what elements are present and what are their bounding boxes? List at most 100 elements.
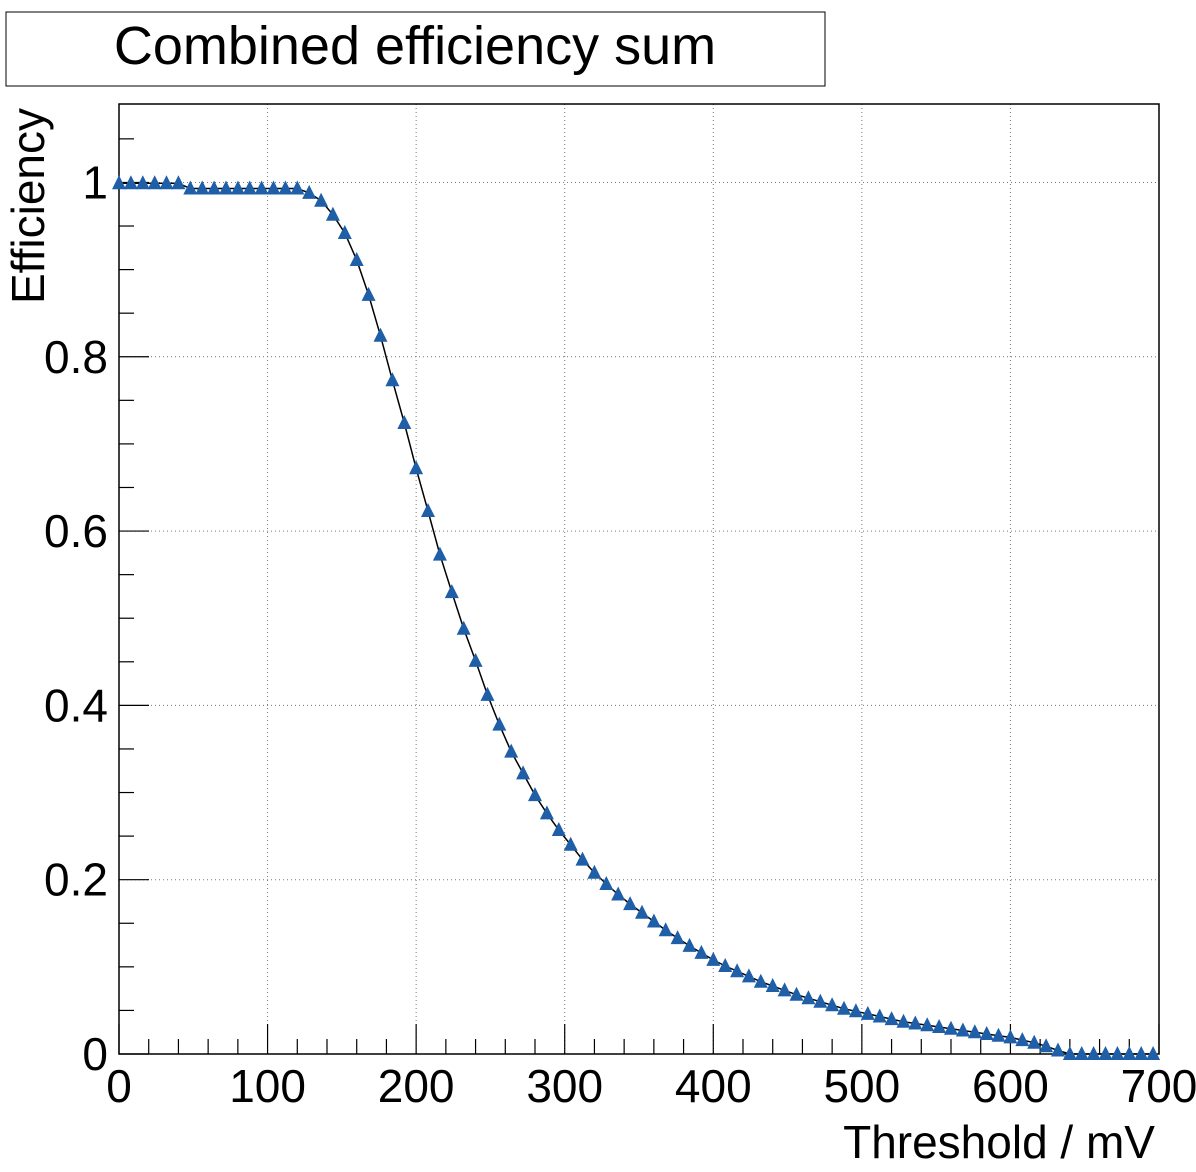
data-point-marker — [112, 175, 126, 190]
data-point-marker — [599, 876, 614, 890]
data-point-marker — [314, 192, 329, 207]
x-tick-label: 200 — [378, 1060, 455, 1112]
x-tick-label: 300 — [526, 1060, 603, 1112]
y-tick-label: 0 — [82, 1028, 108, 1080]
data-point-marker — [290, 180, 305, 195]
data-point-marker — [409, 460, 424, 475]
data-point-marker — [848, 1003, 863, 1018]
data-point-marker — [278, 180, 293, 195]
data-point-marker — [171, 175, 186, 190]
x-tick-label: 700 — [1121, 1060, 1196, 1112]
y-tick-label: 0.2 — [44, 854, 108, 906]
data-point-marker — [753, 973, 768, 988]
data-point-marker — [421, 503, 435, 517]
data-point-marker — [1051, 1042, 1065, 1057]
y-tick-label: 0.8 — [44, 331, 108, 383]
y-axis-title: Efficiency — [2, 108, 54, 304]
data-point-marker — [539, 805, 554, 820]
y-tick-label: 1 — [82, 156, 108, 208]
data-point-marker — [397, 415, 412, 429]
data-point-marker — [551, 822, 566, 836]
x-tick-label: 0 — [106, 1060, 132, 1112]
data-point-marker — [432, 546, 447, 561]
data-point-marker — [468, 652, 483, 667]
chart-title: Combined efficiency sum — [114, 16, 716, 76]
data-point-marker — [1146, 1046, 1161, 1060]
data-point-marker — [825, 997, 840, 1012]
title-box — [5, 11, 826, 87]
data-point-marker — [183, 180, 198, 195]
data-point-marker — [1098, 1046, 1113, 1060]
x-tick-label: 500 — [823, 1060, 900, 1112]
data-point-marker — [694, 944, 709, 959]
data-point-marker — [789, 986, 804, 1001]
data-point-marker — [480, 686, 495, 701]
x-tick-label: 600 — [972, 1060, 1049, 1112]
data-point-marker — [159, 175, 174, 190]
data-point-marker — [801, 990, 816, 1005]
data-point-marker — [337, 225, 352, 239]
data-point-marker — [955, 1022, 970, 1037]
data-point-marker — [718, 958, 733, 972]
data-point-marker — [682, 937, 697, 952]
data-point-marker — [492, 716, 507, 731]
data-point-marker — [207, 180, 222, 195]
data-point-marker — [135, 175, 150, 190]
data-point-marker — [147, 175, 162, 190]
data-point-marker — [730, 963, 745, 978]
series-line — [119, 182, 1154, 1055]
data-point-marker — [385, 372, 400, 387]
data-point-marker — [1074, 1046, 1089, 1060]
data-point-marker — [1110, 1046, 1125, 1060]
data-point-marker — [123, 175, 138, 190]
data-point-marker — [813, 993, 828, 1008]
data-point-marker — [242, 180, 257, 195]
data-point-marker — [837, 1000, 851, 1015]
data-point-marker — [741, 968, 756, 983]
data-point-marker — [635, 904, 649, 919]
data-point-marker — [765, 978, 780, 992]
data-point-marker — [587, 864, 602, 879]
data-point-marker — [456, 620, 471, 635]
data-point-marker — [266, 180, 281, 195]
data-point-marker — [967, 1024, 982, 1039]
plot-frame — [118, 103, 1160, 1055]
data-point-marker — [1027, 1034, 1042, 1049]
data-point-marker — [932, 1019, 947, 1033]
data-point-marker — [991, 1027, 1006, 1042]
data-point-marker — [1122, 1046, 1137, 1060]
data-point-marker — [872, 1008, 887, 1023]
data-point-marker — [302, 184, 317, 199]
data-point-marker — [1039, 1038, 1054, 1053]
data-point-marker — [444, 584, 459, 599]
data-point-marker — [1134, 1046, 1149, 1060]
data-point-marker — [979, 1026, 994, 1040]
data-series — [112, 175, 1161, 1060]
x-tick-label: 400 — [675, 1060, 752, 1112]
data-point-marker — [1015, 1032, 1030, 1047]
data-point-marker — [504, 743, 519, 758]
tick-labels: 0 100 200 300 400 500 600 700 0 0.2 0.4 0.6 0.8 1 — [44, 156, 1196, 1112]
data-point-marker — [563, 836, 578, 851]
data-point-marker — [777, 982, 792, 997]
data-point-marker — [361, 286, 376, 301]
data-point-marker — [860, 1005, 875, 1020]
data-point-marker — [528, 787, 542, 802]
data-point-marker — [219, 180, 233, 195]
data-point-marker — [623, 896, 638, 911]
data-point-marker — [944, 1020, 958, 1035]
data-point-marker — [1086, 1046, 1101, 1060]
data-point-marker — [575, 851, 590, 866]
data-point-marker — [195, 180, 210, 195]
x-axis-title: Threshold / mV — [843, 1116, 1155, 1168]
y-tick-label: 0.4 — [44, 679, 108, 731]
data-point-marker — [884, 1011, 899, 1026]
data-point-marker — [658, 922, 673, 937]
data-point-marker — [670, 930, 685, 945]
x-tick-label: 100 — [229, 1060, 306, 1112]
data-point-marker — [920, 1017, 935, 1032]
data-point-marker — [516, 765, 531, 780]
data-point-marker — [1062, 1046, 1077, 1060]
data-point-marker — [611, 886, 626, 901]
